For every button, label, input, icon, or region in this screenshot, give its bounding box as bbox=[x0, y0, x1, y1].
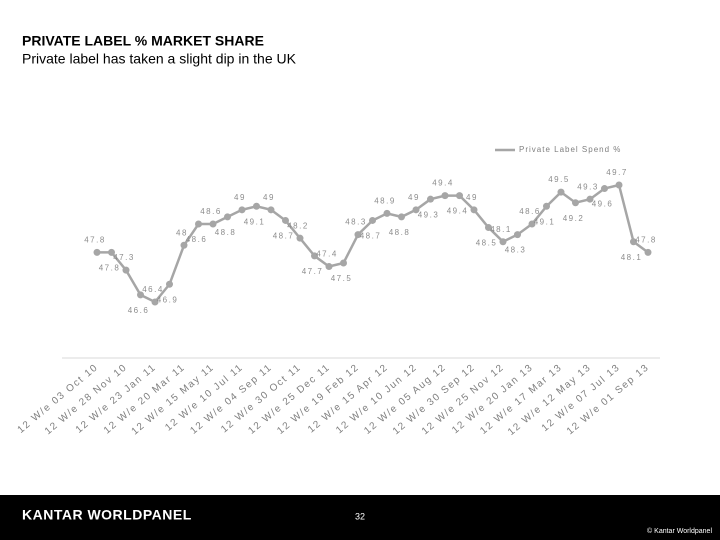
chart-subtitle: Private label has taken a slight dip in … bbox=[22, 51, 297, 67]
point bbox=[282, 216, 289, 224]
point bbox=[601, 185, 608, 193]
point bbox=[108, 248, 115, 256]
data-label: 49.4 bbox=[447, 207, 469, 216]
data-label: 49.3 bbox=[577, 182, 599, 191]
point bbox=[195, 220, 202, 228]
data-label: 49.2 bbox=[563, 214, 585, 223]
data-label: 47.8 bbox=[84, 235, 106, 244]
point bbox=[340, 259, 347, 267]
data-label: 46.6 bbox=[128, 306, 150, 315]
page-number: 32 bbox=[355, 511, 365, 521]
point bbox=[238, 206, 246, 214]
data-label: 47.5 bbox=[331, 274, 353, 283]
point bbox=[354, 231, 362, 239]
point bbox=[383, 209, 391, 217]
data-label: 46.4 bbox=[142, 285, 164, 294]
data-label: 49 bbox=[408, 193, 420, 202]
data-label: 49 bbox=[234, 193, 246, 202]
data-label: 48.5 bbox=[476, 239, 498, 248]
point bbox=[369, 216, 376, 224]
point bbox=[296, 234, 304, 242]
data-label: 49 bbox=[466, 193, 478, 202]
point bbox=[514, 231, 521, 239]
data-label: 47.7 bbox=[302, 267, 324, 276]
data-label: 47.8 bbox=[635, 235, 657, 244]
point bbox=[325, 263, 333, 271]
data-label: 48.9 bbox=[374, 196, 396, 205]
data-label: 49.1 bbox=[244, 217, 266, 226]
point bbox=[615, 181, 623, 189]
point bbox=[586, 195, 594, 203]
point bbox=[644, 248, 652, 256]
data-label: 48.8 bbox=[215, 228, 237, 237]
data-label: 49.7 bbox=[606, 168, 628, 177]
point bbox=[209, 220, 217, 228]
data-label: 48.7 bbox=[273, 232, 295, 241]
data-label: 47.4 bbox=[316, 250, 338, 259]
data-label: 48 bbox=[176, 228, 188, 237]
series-line bbox=[97, 183, 649, 304]
data-label: 48.1 bbox=[621, 253, 643, 262]
point bbox=[412, 206, 420, 214]
legend-label: Private Label Spend % bbox=[519, 145, 621, 154]
point bbox=[93, 248, 101, 256]
point bbox=[528, 220, 536, 228]
data-label: 49.1 bbox=[534, 217, 556, 226]
data-label: 48.8 bbox=[389, 228, 411, 237]
point bbox=[470, 206, 478, 214]
data-label: 48.3 bbox=[505, 246, 527, 255]
point bbox=[267, 206, 275, 214]
data-label: 49.6 bbox=[592, 200, 614, 209]
point bbox=[630, 238, 637, 246]
point bbox=[151, 298, 159, 306]
point bbox=[166, 280, 173, 288]
point bbox=[398, 213, 405, 221]
data-label: 49.5 bbox=[548, 175, 570, 184]
data-label: 49.4 bbox=[432, 179, 454, 188]
point bbox=[180, 241, 188, 249]
point bbox=[224, 213, 231, 221]
point bbox=[485, 224, 492, 232]
data-label: 47.8 bbox=[99, 263, 121, 272]
data-label: 48.7 bbox=[360, 232, 382, 241]
data-label: 48.6 bbox=[186, 235, 208, 244]
data-label: 48.6 bbox=[519, 207, 541, 216]
data-label: 48.3 bbox=[345, 218, 367, 227]
point bbox=[557, 188, 565, 196]
data-label: 46.9 bbox=[157, 295, 179, 304]
copyright: © Kantar Worldpanel bbox=[647, 527, 712, 535]
point bbox=[253, 202, 260, 210]
point bbox=[456, 192, 463, 200]
data-label: 48.2 bbox=[287, 221, 309, 230]
point bbox=[137, 291, 144, 299]
chart-title: PRIVATE LABEL % MARKET SHARE bbox=[22, 33, 264, 49]
point bbox=[441, 192, 449, 200]
point bbox=[543, 202, 550, 210]
point bbox=[122, 266, 130, 274]
data-label: 49.3 bbox=[418, 210, 440, 219]
data-label: 47.3 bbox=[113, 253, 135, 262]
logo: KANTAR WORLDPANEL bbox=[22, 507, 192, 523]
data-label: 48.6 bbox=[200, 207, 222, 216]
point bbox=[427, 195, 434, 203]
point bbox=[311, 252, 318, 260]
point bbox=[499, 238, 507, 246]
data-label: 48.1 bbox=[490, 225, 512, 234]
footer-band bbox=[0, 495, 720, 540]
data-label: 49 bbox=[263, 193, 275, 202]
point bbox=[572, 199, 579, 207]
